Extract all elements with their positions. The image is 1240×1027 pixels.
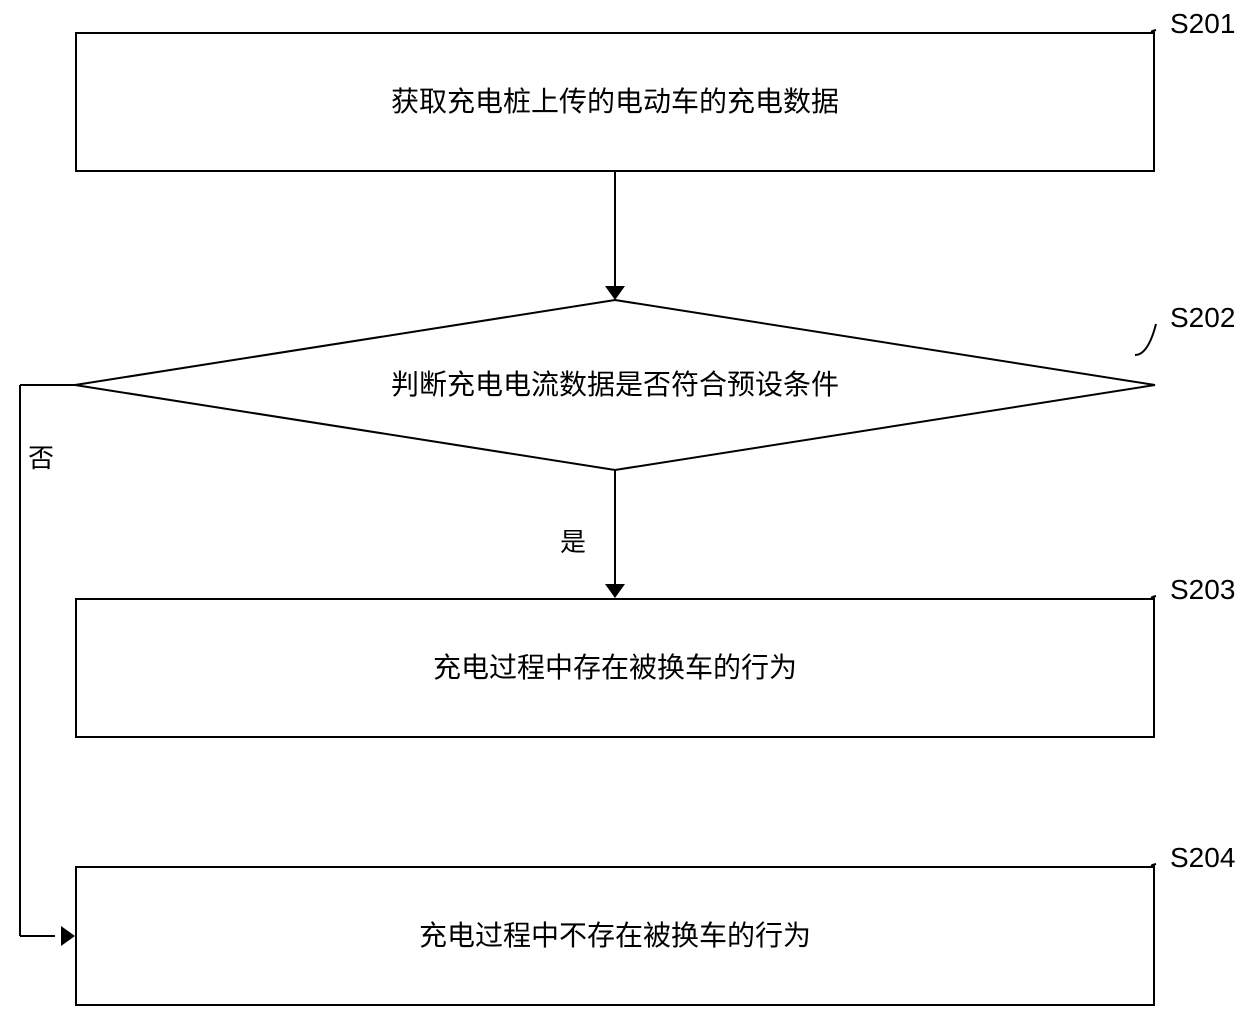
flowchart-canvas: 获取充电桩上传的电动车的充电数据 充电过程中存在被换车的行为 充电过程中不存在被…	[0, 0, 1240, 1027]
step-s204-text: 充电过程中不存在被换车的行为	[419, 916, 811, 955]
decision-s202-text: 判断充电电流数据是否符合预设条件	[391, 365, 839, 404]
step-s201-text: 获取充电桩上传的电动车的充电数据	[391, 82, 839, 121]
step-code-s203: S203	[1170, 574, 1235, 606]
step-code-s201: S201	[1170, 8, 1235, 40]
step-code-s202: S202	[1170, 302, 1235, 334]
step-s201-box: 获取充电桩上传的电动车的充电数据	[75, 32, 1155, 172]
step-code-s204: S204	[1170, 842, 1235, 874]
step-s203-box: 充电过程中存在被换车的行为	[75, 598, 1155, 738]
decision-s202-box: 判断充电电流数据是否符合预设条件	[75, 300, 1155, 470]
edge-label-yes: 是	[560, 522, 586, 559]
step-s204-box: 充电过程中不存在被换车的行为	[75, 866, 1155, 1006]
step-s203-text: 充电过程中存在被换车的行为	[433, 648, 797, 687]
edge-label-no: 否	[28, 438, 54, 475]
